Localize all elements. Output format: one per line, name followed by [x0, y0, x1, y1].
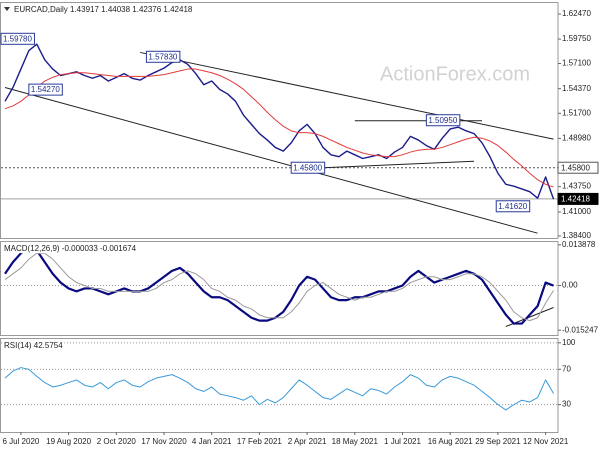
annotation-label: 1.50950 — [428, 116, 457, 125]
annotation-box — [28, 83, 63, 96]
y-tick-label: 100 — [562, 338, 576, 347]
y-tick-label: 1.43750 — [562, 182, 591, 191]
trendline — [4, 87, 538, 234]
y-tick-label: 1.48980 — [562, 134, 591, 143]
x-tick-label: 19 Aug 2020 — [46, 437, 91, 446]
y-tick-label: 1.51700 — [562, 108, 591, 117]
panel-frame — [0, 2, 559, 239]
y-tick-label: 70 — [562, 364, 571, 373]
annotation-label: 1.45800 — [293, 163, 322, 172]
y-tick-label: 0.013878 — [562, 240, 596, 249]
annotation-box — [495, 200, 531, 213]
y-tick-label: 0.00 — [562, 281, 578, 290]
x-tick-label: 18 May 2021 — [332, 437, 379, 446]
x-tick-label: 6 Jul 2020 — [2, 437, 39, 446]
x-tick-label: 4 Jan 2021 — [192, 437, 232, 446]
y-tick-label: 1.57100 — [562, 59, 591, 68]
y-tick-label: 1.38400 — [562, 231, 591, 240]
level-label: 1.42418 — [561, 195, 590, 204]
annotation-box — [145, 50, 181, 63]
panel-title: EURCAD,Daily 1.43917 1.44038 1.42376 1.4… — [14, 5, 193, 14]
panel-title: RSI(14) 42.5754 — [4, 341, 63, 350]
annotation-box — [0, 32, 35, 45]
y-tick-label: 1.54370 — [562, 84, 591, 93]
x-tick-label: 29 Sep 2021 — [475, 437, 521, 446]
annotation-box — [425, 114, 461, 127]
x-tick-label: 2 Oct 2020 — [97, 437, 137, 446]
y-tick-label: 1.62470 — [562, 9, 591, 18]
series-line — [4, 246, 554, 325]
series-line — [4, 68, 554, 188]
series-line — [4, 43, 555, 200]
level-label: 1.45800 — [561, 163, 590, 172]
annotation-label: 1.57830 — [148, 52, 177, 61]
x-tick-label: 12 Nov 2021 — [523, 437, 569, 446]
trendline — [140, 51, 554, 140]
title-bg — [3, 341, 65, 351]
x-tick-label: 1 Jul 2021 — [384, 437, 421, 446]
trendline — [322, 160, 475, 169]
title-bg — [13, 5, 194, 15]
y-tick-label: 30 — [562, 400, 571, 409]
level-box — [557, 192, 599, 205]
series-line — [4, 367, 554, 411]
panel-frame — [0, 338, 559, 433]
x-tick-label: 17 Feb 2021 — [237, 437, 282, 446]
y-tick-label: 1.41000 — [562, 207, 591, 216]
y-tick-label: -0.015247 — [562, 325, 599, 334]
y-tick-label: 1.59750 — [562, 34, 591, 43]
annotation-label: 1.41620 — [498, 202, 527, 211]
x-tick-label: 17 Nov 2020 — [141, 437, 187, 446]
series-line — [4, 252, 554, 322]
annotation-label: 1.54270 — [31, 85, 60, 94]
x-tick-label: 16 Aug 2021 — [428, 437, 473, 446]
watermark: ActionForex.com — [380, 63, 530, 85]
panel-frame — [0, 241, 559, 336]
level-box — [557, 161, 599, 174]
title-bg — [3, 244, 138, 254]
annotation-label: 1.59780 — [3, 34, 32, 43]
panel-title: MACD(12,26,9) -0.000033 -0.001674 — [4, 244, 137, 253]
annotation-box — [290, 161, 326, 174]
x-tick-label: 2 Apr 2021 — [288, 437, 327, 446]
title-icon — [4, 7, 10, 11]
